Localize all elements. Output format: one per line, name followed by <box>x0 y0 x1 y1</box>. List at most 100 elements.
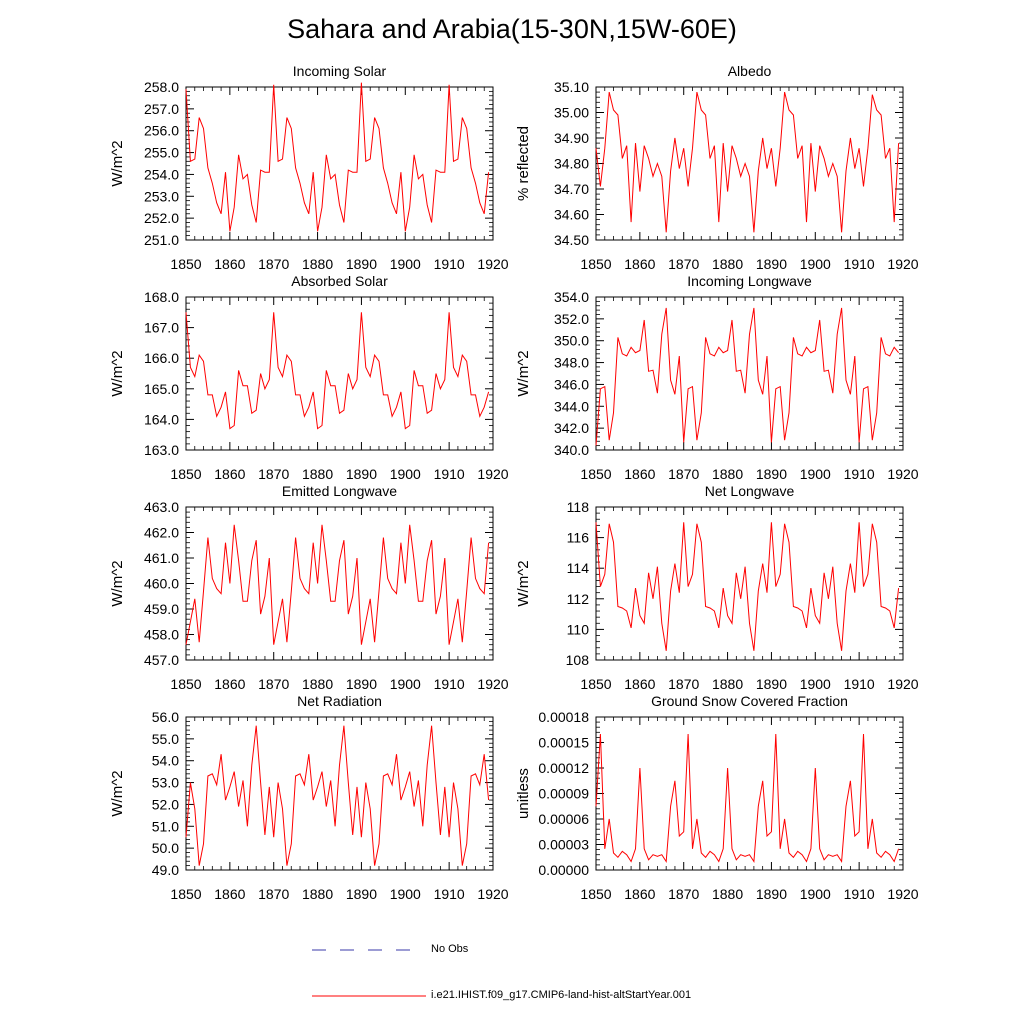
x-tick-label: 1920 <box>477 256 508 272</box>
x-tick-label: 1910 <box>844 256 875 272</box>
y-tick-label: 340.0 <box>554 442 589 458</box>
y-tick-label: 346.0 <box>554 376 589 392</box>
x-tick-label: 1850 <box>580 886 611 902</box>
x-tick-label: 1880 <box>302 256 333 272</box>
y-tick-label: 0.00015 <box>538 735 589 751</box>
y-tick-label: 114 <box>567 560 590 576</box>
x-tick-label: 1920 <box>887 676 918 692</box>
y-tick-label: 251.0 <box>144 232 179 248</box>
plot-frame <box>595 506 904 661</box>
y-tick-label: 463.0 <box>144 499 179 515</box>
x-tick-label: 1870 <box>668 886 699 902</box>
panel-title: Emitted Longwave <box>282 483 397 499</box>
x-tick-label: 1860 <box>214 886 245 902</box>
x-tick-label: 1850 <box>170 256 201 272</box>
x-tick-label: 1880 <box>712 676 743 692</box>
y-tick-label: 460.0 <box>144 576 179 592</box>
y-tick-label: 342.0 <box>554 420 589 436</box>
x-tick-label: 1860 <box>624 676 655 692</box>
x-tick-label: 1900 <box>390 256 421 272</box>
x-tick-label: 1900 <box>800 676 831 692</box>
y-tick-label: 108 <box>566 652 590 668</box>
series-line <box>185 725 490 866</box>
x-tick-label: 1890 <box>346 676 377 692</box>
y-tick-label: 0.00018 <box>538 709 589 725</box>
x-tick-label: 1850 <box>580 256 611 272</box>
x-tick-label: 1850 <box>170 676 201 692</box>
y-axis-label: W/m^2 <box>109 560 126 606</box>
panel-incoming-longwave: 1850 1860 1870 1880 1890 1900 1910 1920 340.0 342… <box>515 273 919 482</box>
y-tick-label: 258.0 <box>144 79 179 95</box>
x-tick-label: 1920 <box>477 676 508 692</box>
x-tick-label: 1900 <box>800 466 831 482</box>
x-tick-label: 1860 <box>214 466 245 482</box>
y-tick-label: 252.0 <box>144 210 179 226</box>
y-tick-label: 110 <box>567 621 590 637</box>
x-tick-label: 1860 <box>214 256 245 272</box>
x-tick-label: 1910 <box>844 676 875 692</box>
x-tick-label: 1890 <box>756 466 787 482</box>
y-tick-label: 34.50 <box>554 232 589 248</box>
panel-net-radiation: 1850 1860 1870 1880 1890 1900 1910 1920 49.0 50.0… <box>109 693 509 902</box>
y-tick-label: 458.0 <box>144 627 179 643</box>
panel-title: Incoming Longwave <box>687 273 812 289</box>
legend-no-obs-label: No Obs <box>431 943 469 955</box>
y-tick-label: 35.00 <box>554 105 589 121</box>
x-tick-label: 1920 <box>477 886 508 902</box>
y-tick-label: 165.0 <box>144 381 179 397</box>
y-tick-label: 462.0 <box>144 525 179 541</box>
y-tick-label: 53.0 <box>152 775 179 791</box>
x-tick-label: 1870 <box>258 256 289 272</box>
plot-frame <box>185 296 494 451</box>
x-tick-label: 1850 <box>170 886 201 902</box>
x-tick-label: 1920 <box>887 466 918 482</box>
panel-absorbed-solar: 1850 1860 1870 1880 1890 1900 1910 1920 163.0 164… <box>109 273 509 482</box>
series-line <box>595 91 900 233</box>
x-tick-label: 1910 <box>434 256 465 272</box>
series-line <box>595 307 899 446</box>
y-tick-label: 112 <box>567 591 590 607</box>
x-tick-label: 1890 <box>346 886 377 902</box>
y-tick-label: 459.0 <box>144 601 179 617</box>
x-tick-label: 1850 <box>580 676 611 692</box>
x-tick-label: 1920 <box>477 466 508 482</box>
y-tick-label: 253.0 <box>144 188 179 204</box>
y-tick-label: 163.0 <box>144 442 179 458</box>
y-tick-label: 34.70 <box>554 181 589 197</box>
y-tick-label: 457.0 <box>144 652 179 668</box>
panel-title: Net Radiation <box>297 693 382 709</box>
y-axis-label: W/m^2 <box>109 350 126 396</box>
y-tick-label: 254.0 <box>144 166 179 182</box>
x-tick-label: 1880 <box>712 256 743 272</box>
legend-model-label: i.e21.IHIST.f09_g17.CMIP6-land-hist-altS… <box>431 989 692 1001</box>
x-tick-label: 1880 <box>302 466 333 482</box>
x-tick-label: 1890 <box>756 256 787 272</box>
figure-title: Sahara and Arabia(15-30N,15W-60E) <box>287 14 737 44</box>
x-tick-label: 1870 <box>258 676 289 692</box>
y-axis-label: W/m^2 <box>109 770 126 816</box>
panel-emitted-longwave: 1850 1860 1870 1880 1890 1900 1910 1920 457.0 458… <box>109 483 509 692</box>
x-tick-label: 1900 <box>390 886 421 902</box>
y-tick-label: 34.60 <box>554 207 589 223</box>
y-tick-label: 52.0 <box>152 796 179 812</box>
panel-title: Net Longwave <box>705 483 795 499</box>
x-tick-label: 1900 <box>390 466 421 482</box>
y-tick-label: 255.0 <box>144 145 179 161</box>
y-tick-label: 34.90 <box>554 130 589 146</box>
y-tick-label: 350.0 <box>554 333 589 349</box>
y-axis-label: % reflected <box>515 126 532 201</box>
y-tick-label: 0.00009 <box>538 786 589 802</box>
x-tick-label: 1870 <box>258 466 289 482</box>
y-tick-label: 35.10 <box>554 79 589 95</box>
x-tick-label: 1870 <box>258 886 289 902</box>
series-line <box>595 522 900 651</box>
y-tick-label: 56.0 <box>152 709 179 725</box>
plot-frame <box>185 86 494 241</box>
x-tick-label: 1870 <box>668 466 699 482</box>
x-tick-label: 1910 <box>844 886 875 902</box>
x-tick-label: 1870 <box>668 676 699 692</box>
series-line <box>185 524 490 645</box>
y-tick-label: 49.0 <box>152 862 179 878</box>
x-tick-label: 1910 <box>434 886 465 902</box>
